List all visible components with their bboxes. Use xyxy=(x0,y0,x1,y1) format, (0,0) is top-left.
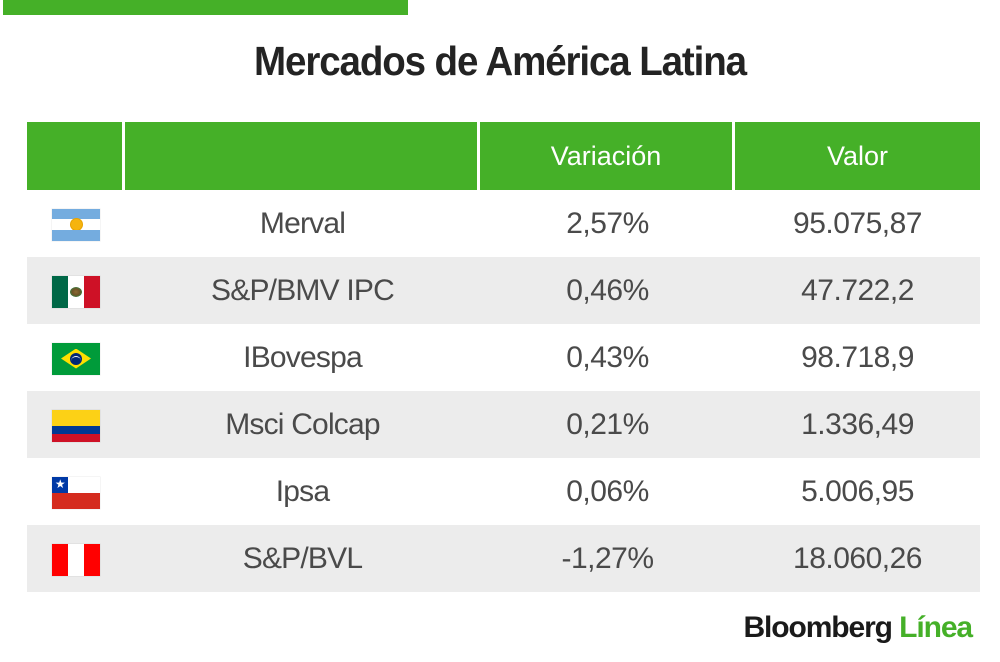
flag-band-right xyxy=(84,275,100,308)
flag-peru-icon xyxy=(52,543,100,576)
flag-band-right xyxy=(84,543,100,576)
flag-argentina-icon xyxy=(52,208,100,241)
column-header-valor: Valor xyxy=(735,122,980,190)
flag-colombia-icon xyxy=(52,409,100,442)
column-header-index-name xyxy=(125,122,480,190)
cell-valor: 98.718,9 xyxy=(735,324,980,391)
cell-valor: 47.722,2 xyxy=(735,257,980,324)
flag-brazil-icon xyxy=(52,342,100,375)
cell-variacion: -1,27% xyxy=(480,525,735,592)
cell-flag-colombia xyxy=(27,391,125,458)
flag-stripe-blue xyxy=(52,425,100,434)
cell-valor: 1.336,49 xyxy=(735,391,980,458)
markets-table: Variación Valor Merval 2,57% 95.075,87 xyxy=(27,122,980,592)
table-header-row: Variación Valor xyxy=(27,122,980,190)
cell-flag-chile: ★ xyxy=(27,458,125,525)
page-title: Mercados de América Latina xyxy=(254,38,747,84)
cell-valor: 18.060,26 xyxy=(735,525,980,592)
table-row: ★ Ipsa 0,06% 5.006,95 xyxy=(27,458,980,525)
eagle-emblem-icon xyxy=(70,286,82,297)
flag-band-left xyxy=(52,543,68,576)
cell-variacion: 0,43% xyxy=(480,324,735,391)
cell-index-name: Ipsa xyxy=(125,458,480,525)
top-accent-bar xyxy=(3,0,408,15)
globe-icon xyxy=(70,352,82,365)
flag-band-red xyxy=(52,492,100,509)
cell-index-name: IBovespa xyxy=(125,324,480,391)
bloomberg-linea-logo: Bloomberg Línea xyxy=(743,611,973,645)
cell-index-name: Merval xyxy=(125,190,480,257)
table-row: Msci Colcap 0,21% 1.336,49 xyxy=(27,391,980,458)
table-row: Merval 2,57% 95.075,87 xyxy=(27,190,980,257)
flag-stripe-bottom xyxy=(52,229,100,241)
cell-index-name: S&P/BMV IPC xyxy=(125,257,480,324)
sun-icon xyxy=(70,219,82,231)
cell-index-name: S&P/BVL xyxy=(125,525,480,592)
cell-valor: 95.075,87 xyxy=(735,190,980,257)
table-row: IBovespa 0,43% 98.718,9 xyxy=(27,324,980,391)
cell-flag-mexico xyxy=(27,257,125,324)
flag-mexico-icon xyxy=(52,275,100,308)
flag-stripe-top xyxy=(52,208,100,220)
cell-flag-argentina xyxy=(27,190,125,257)
cell-flag-peru xyxy=(27,525,125,592)
table-row: S&P/BMV IPC 0,46% 47.722,2 xyxy=(27,257,980,324)
cell-valor: 5.006,95 xyxy=(735,458,980,525)
cell-index-name: Msci Colcap xyxy=(125,391,480,458)
cell-variacion: 0,46% xyxy=(480,257,735,324)
cell-variacion: 2,57% xyxy=(480,190,735,257)
star-icon: ★ xyxy=(54,477,66,492)
flag-canton-blue xyxy=(52,476,68,493)
cell-variacion: 0,21% xyxy=(480,391,735,458)
flag-stripe-red xyxy=(52,433,100,442)
table-row: S&P/BVL -1,27% 18.060,26 xyxy=(27,525,980,592)
cell-flag-brazil xyxy=(27,324,125,391)
cell-variacion: 0,06% xyxy=(480,458,735,525)
table-header: Variación Valor xyxy=(27,122,980,190)
flag-stripe-yellow xyxy=(52,409,100,426)
column-header-flag xyxy=(27,122,125,190)
flag-band-left xyxy=(52,275,68,308)
flag-chile-icon: ★ xyxy=(52,476,100,509)
logo-bloomberg-text: Bloomberg xyxy=(743,611,893,644)
column-header-variacion: Variación xyxy=(480,122,735,190)
table-body: Merval 2,57% 95.075,87 S&P/BMV IPC 0,46%… xyxy=(27,190,980,592)
logo-linea-text: Línea xyxy=(899,611,973,644)
